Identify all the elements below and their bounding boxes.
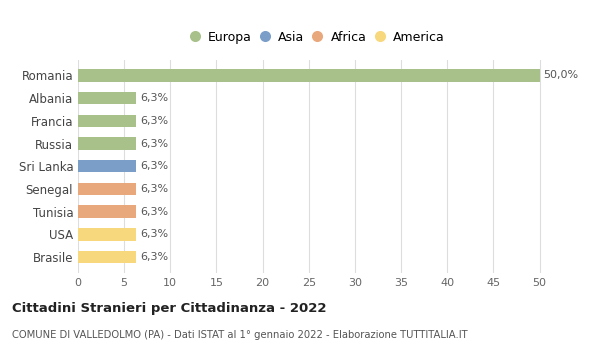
Bar	[78, 183, 136, 195]
Bar	[78, 92, 136, 104]
Bar	[78, 205, 136, 218]
Bar	[78, 137, 136, 150]
Text: COMUNE DI VALLEDOLMO (PA) - Dati ISTAT al 1° gennaio 2022 - Elaborazione TUTTITA: COMUNE DI VALLEDOLMO (PA) - Dati ISTAT a…	[12, 329, 467, 340]
Text: 6,3%: 6,3%	[140, 229, 168, 239]
Bar	[78, 114, 136, 127]
Text: 50,0%: 50,0%	[543, 70, 578, 80]
Text: 6,3%: 6,3%	[140, 139, 168, 148]
Text: Cittadini Stranieri per Cittadinanza - 2022: Cittadini Stranieri per Cittadinanza - 2…	[12, 302, 326, 315]
Text: 6,3%: 6,3%	[140, 161, 168, 171]
Text: 6,3%: 6,3%	[140, 184, 168, 194]
Bar	[78, 69, 539, 82]
Text: 6,3%: 6,3%	[140, 116, 168, 126]
Bar	[78, 160, 136, 173]
Bar	[78, 251, 136, 263]
Text: 6,3%: 6,3%	[140, 206, 168, 217]
Text: 6,3%: 6,3%	[140, 93, 168, 103]
Bar	[78, 228, 136, 240]
Legend: Europa, Asia, Africa, America: Europa, Asia, Africa, America	[188, 27, 448, 48]
Text: 6,3%: 6,3%	[140, 252, 168, 262]
